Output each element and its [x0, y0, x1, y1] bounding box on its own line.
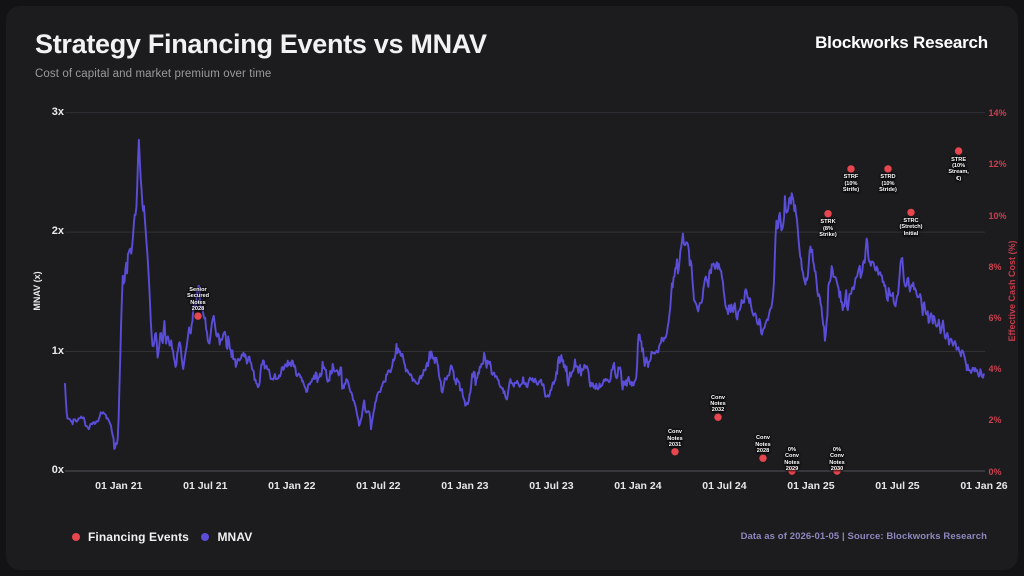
event-marker: [714, 413, 722, 421]
legend-item-financing-events[interactable]: Financing Events: [71, 530, 189, 544]
event-marker: [194, 312, 202, 320]
chart-subtitle: Cost of capital and market premium over …: [35, 68, 272, 80]
chart-card: 0x 1x 2x 3x 0% 2% 4% 6% 8% 10% 12% 14% 01 Jan 21 01 J…: [6, 6, 1018, 570]
y-axis-left-title: MNAV (x): [32, 271, 42, 311]
chart-plot-canvas: [64, 112, 985, 475]
legend-label-financing-events: Financing Events: [88, 530, 189, 544]
source-note: Data as of 2026-01-05 | Source: Blockwor…: [740, 531, 987, 542]
event-marker: [833, 467, 841, 475]
event-marker: [884, 165, 892, 173]
legend: Financing Events MNAV: [71, 529, 253, 545]
event-marker: [847, 165, 855, 173]
legend-label-mnav: MNAV: [217, 530, 253, 544]
event-marker: [824, 210, 832, 218]
legend-marker-mnav: [200, 533, 209, 541]
event-marker: [954, 147, 963, 155]
y-axis-right-title: Effective Cash Cost (%): [1007, 240, 1017, 342]
brand-wordmark: Blockworks Research: [815, 32, 988, 52]
event-marker: [788, 467, 796, 475]
chart-title: Strategy Financing Events vs MNAV: [35, 29, 487, 59]
event-marker: [907, 208, 915, 217]
event-marker: [671, 448, 679, 456]
legend-marker-financing-events: [71, 533, 80, 541]
event-marker: [759, 454, 767, 462]
mnav-line: [64, 138, 985, 450]
legend-item-mnav[interactable]: MNAV: [200, 530, 253, 544]
